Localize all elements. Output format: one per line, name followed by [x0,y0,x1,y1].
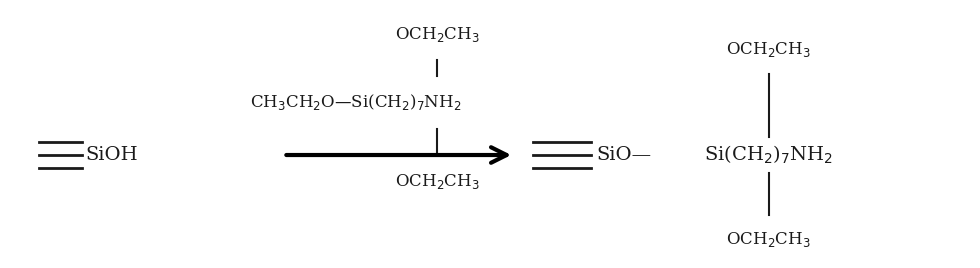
Text: CH$_3$CH$_2$O—Si(CH$_2$)$_7$NH$_2$: CH$_3$CH$_2$O—Si(CH$_2$)$_7$NH$_2$ [250,92,462,113]
Text: OCH$_2$CH$_3$: OCH$_2$CH$_3$ [395,172,479,191]
Text: OCH$_2$CH$_3$: OCH$_2$CH$_3$ [726,230,810,248]
Text: Si(CH$_2$)$_7$NH$_2$: Si(CH$_2$)$_7$NH$_2$ [704,144,833,166]
Text: SiO—: SiO— [597,146,652,164]
Text: OCH$_2$CH$_3$: OCH$_2$CH$_3$ [395,25,479,44]
Text: SiOH: SiOH [85,146,138,164]
Text: OCH$_2$CH$_3$: OCH$_2$CH$_3$ [726,40,810,59]
